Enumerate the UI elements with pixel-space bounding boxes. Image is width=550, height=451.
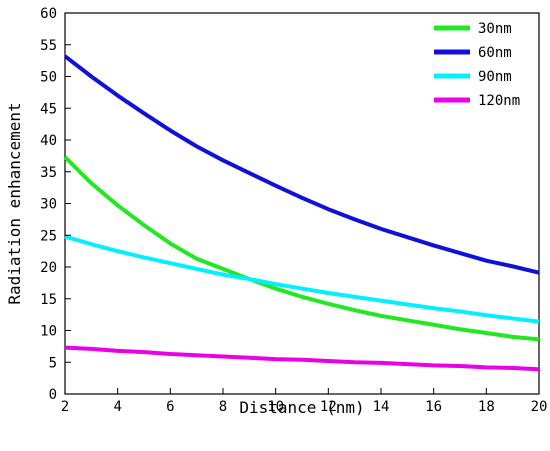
x-tick-label: 4 [113, 399, 121, 415]
x-tick-label: 6 [166, 399, 174, 415]
x-tick-label: 2 [61, 399, 69, 415]
y-tick-label: 25 [40, 228, 57, 244]
series-line-90nm [64, 234, 540, 324]
y-tick-label: 55 [40, 38, 57, 54]
y-tick-label: 15 [40, 292, 57, 308]
series-line-30nm [63, 155, 540, 342]
y-tick-label: 5 [49, 355, 57, 371]
x-tick-label: 10 [267, 399, 284, 415]
y-tick-label: 50 [40, 70, 57, 86]
y-axis: 0 5 10 15 20 25 30 35 40 45 50 55 60 [40, 6, 71, 403]
y-tick-label: 45 [40, 101, 57, 117]
x-tick-label: 14 [373, 399, 390, 415]
legend-label-60nm: 60nm [478, 45, 512, 61]
x-axis: 2 4 6 8 10 12 14 16 18 20 [61, 388, 548, 415]
series-layer [63, 54, 540, 372]
y-tick-label: 0 [49, 387, 57, 403]
series-line-120nm [64, 345, 540, 372]
legend-label-30nm: 30nm [478, 21, 512, 37]
y-tick-label: 20 [40, 260, 57, 276]
legend-label-120nm: 120nm [478, 93, 520, 109]
y-tick-label: 60 [40, 6, 57, 22]
x-tick-label: 16 [425, 399, 442, 415]
series-line-60nm [63, 54, 540, 275]
x-tick-label: 20 [531, 399, 548, 415]
y-tick-label: 30 [40, 197, 57, 213]
y-tick-label: 35 [40, 165, 57, 181]
y-tick-label: 10 [40, 324, 57, 340]
x-axis-title: Distance (nm) [239, 398, 364, 417]
y-axis-title: Radiation enhancement [5, 102, 24, 304]
x-tick-label: 18 [478, 399, 495, 415]
legend-label-90nm: 90nm [478, 69, 512, 85]
y-tick-label: 40 [40, 133, 57, 149]
x-tick-label: 12 [320, 399, 337, 415]
legend: 30nm 60nm 90nm 120nm [434, 21, 520, 109]
x-tick-label: 8 [219, 399, 227, 415]
plot-frame [64, 12, 540, 395]
